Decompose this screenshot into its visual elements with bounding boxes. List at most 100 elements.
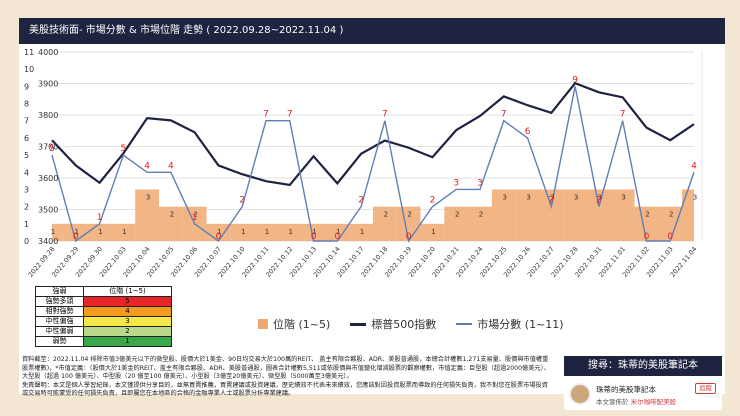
level-data-label: 1	[431, 228, 435, 236]
lines-layer	[51, 81, 695, 243]
level-area-segment	[52, 223, 64, 241]
y-left-tick-label: 4	[24, 168, 29, 177]
level-data-label: 1	[336, 228, 340, 236]
legend-item-sp500: 標普500指數	[350, 316, 436, 332]
level-data-label: 3	[503, 193, 507, 201]
level-area-segment	[682, 189, 694, 241]
level-data-label: 1	[241, 228, 245, 236]
y-left-tick-label: 6	[24, 134, 29, 143]
legend-swatch-level	[258, 319, 268, 329]
level-area-segment	[420, 223, 445, 241]
level-area-segment	[563, 189, 587, 241]
y-right-tick-label: 3900	[38, 80, 58, 89]
legend-item-score: 市場分數 (1~11)	[456, 316, 564, 332]
level-legend-header-level: 位階 (1~5)	[83, 286, 172, 297]
score-data-label: 0	[667, 232, 673, 242]
legend-label-level: 位階 (1~5)	[273, 318, 331, 331]
y-right-tick-label: 3400	[38, 237, 58, 246]
y-left-tick-label: 0	[24, 237, 29, 246]
level-area-layer	[52, 189, 694, 241]
y-left-tick-label: 3	[24, 185, 29, 194]
level-data-label: 3	[574, 193, 578, 201]
score-data-label: 4	[144, 161, 150, 171]
level-data-label: 2	[645, 211, 649, 219]
score-line	[51, 86, 695, 243]
blog-card[interactable]: 珠蒂的美股筆記本 本文發佈於 米尔咖啡配美股 追蹤	[564, 378, 722, 410]
level-area-segment	[468, 206, 492, 241]
score-data-label: 2	[548, 196, 554, 206]
score-data-label: 5	[120, 144, 126, 154]
legend-label-sp500: 標普500指數	[371, 318, 437, 331]
legend-item-level: 位階 (1~5)	[258, 316, 330, 332]
level-legend-label: 弱勢	[35, 336, 84, 347]
level-area-segment	[491, 189, 516, 241]
level-area-segment	[539, 189, 564, 241]
y-left-tick-label: 1	[24, 220, 29, 229]
score-data-label: 5	[49, 144, 55, 154]
score-data-label: 3	[477, 178, 483, 188]
level-legend-row: 強勢多頭 5	[35, 296, 172, 307]
level-data-label: 1	[51, 228, 55, 236]
legend-swatch-sp500	[350, 322, 367, 326]
level-legend-value: 3	[83, 316, 172, 327]
score-data-label: 0	[644, 232, 650, 242]
level-legend-row: 中性偏弱 2	[35, 326, 172, 337]
score-data-label: 7	[620, 110, 626, 120]
level-area-segment	[634, 206, 659, 241]
level-legend-table: 強弱 位階 (1~5) 強勢多頭 5 相對強勢 4 中性偏強 3 中性偏弱 2 …	[35, 286, 172, 347]
level-data-label: 2	[384, 211, 388, 219]
follow-button[interactable]: 追蹤	[695, 383, 716, 394]
sp500-line	[51, 81, 695, 187]
level-data-label: 1	[312, 228, 316, 236]
score-data-label: 0	[311, 232, 317, 242]
series-legend: 位階 (1~5) 標普500指數 市場分數 (1~11)	[258, 316, 564, 332]
level-data-label: 3	[146, 193, 150, 201]
level-data-label: 2	[669, 211, 673, 219]
level-legend-row: 相對強勢 4	[35, 306, 172, 317]
level-area-segment	[301, 223, 326, 241]
level-area-segment	[325, 223, 350, 241]
level-area-segment	[159, 206, 183, 241]
level-legend-value: 4	[83, 306, 172, 317]
disclaimer-note: 免責聲明：本文是個人學習紀錄，本文僅提供分享目的，並無買賣推薦，買賣建議或投資建…	[22, 381, 548, 398]
level-legend-label: 中性偏弱	[35, 326, 84, 337]
level-data-label: 3	[550, 193, 554, 201]
footnotes: 資料截至：2022.11.04 排除市值3億美元以下的微型股、股價大於1美金、9…	[22, 356, 552, 399]
level-data-label: 3	[621, 193, 625, 201]
level-legend-row: 弱勢 1	[35, 336, 172, 347]
score-data-label: 2	[430, 196, 436, 206]
score-data-label: 7	[287, 110, 293, 120]
level-legend-header-strength: 強弱	[35, 286, 84, 297]
level-area-segment	[610, 189, 635, 241]
level-legend-label: 強勢多頭	[35, 296, 84, 307]
y-right-tick-label: 3800	[38, 111, 58, 120]
level-area-segment	[444, 206, 469, 241]
level-area-segment	[587, 189, 611, 241]
y-right-tick-label: 3600	[38, 174, 58, 183]
blog-name[interactable]: 珠蒂的美股筆記本	[596, 385, 656, 394]
score-data-label: 1	[192, 213, 198, 223]
level-data-label: 3	[598, 193, 602, 201]
level-legend-label: 中性偏強	[35, 316, 84, 327]
score-data-label: 2	[358, 196, 364, 206]
blog-sub-link[interactable]: 米尔咖啡配美股	[630, 398, 677, 406]
level-legend-value: 1	[83, 336, 172, 347]
score-data-label: 3	[453, 178, 459, 188]
level-legend-value: 5	[83, 296, 172, 307]
y-right-tick-label: 3700	[38, 143, 58, 152]
score-data-label: 6	[525, 127, 531, 137]
y-left-tick-label: 7	[24, 117, 29, 126]
score-data-label: 4	[691, 161, 697, 171]
avatar[interactable]	[569, 383, 591, 405]
score-data-label: 4	[168, 161, 174, 171]
level-area-segment	[277, 223, 302, 241]
score-data-label: 7	[382, 110, 388, 120]
level-legend-row: 中性偏強 3	[35, 316, 172, 327]
score-data-label: 2	[596, 196, 602, 206]
y-left-tick-label: 11	[24, 48, 34, 57]
level-area-segment	[111, 223, 136, 241]
score-data-label: 9	[572, 75, 578, 85]
